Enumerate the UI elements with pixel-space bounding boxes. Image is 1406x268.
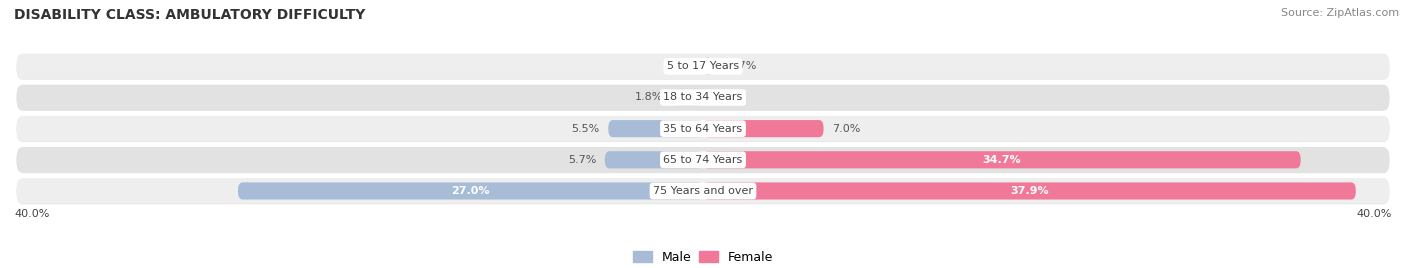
FancyBboxPatch shape: [609, 120, 703, 137]
FancyBboxPatch shape: [703, 151, 1301, 168]
FancyBboxPatch shape: [17, 116, 1389, 142]
Text: 0.0%: 0.0%: [711, 92, 740, 102]
Legend: Male, Female: Male, Female: [633, 251, 773, 264]
Text: 40.0%: 40.0%: [14, 209, 49, 219]
FancyBboxPatch shape: [703, 120, 824, 137]
Text: 40.0%: 40.0%: [1357, 209, 1392, 219]
Text: 18 to 34 Years: 18 to 34 Years: [664, 92, 742, 102]
Text: 5 to 17 Years: 5 to 17 Years: [666, 61, 740, 71]
FancyBboxPatch shape: [17, 85, 1389, 111]
FancyBboxPatch shape: [17, 148, 1389, 173]
FancyBboxPatch shape: [17, 85, 1389, 110]
Text: 34.7%: 34.7%: [983, 155, 1021, 165]
FancyBboxPatch shape: [703, 183, 1355, 200]
Text: 7.0%: 7.0%: [832, 124, 860, 134]
Text: 0.0%: 0.0%: [666, 61, 695, 71]
Text: 27.0%: 27.0%: [451, 186, 489, 196]
FancyBboxPatch shape: [672, 89, 703, 106]
Text: 0.57%: 0.57%: [721, 61, 756, 71]
FancyBboxPatch shape: [17, 117, 1389, 142]
Text: 75 Years and over: 75 Years and over: [652, 186, 754, 196]
FancyBboxPatch shape: [238, 183, 703, 200]
Text: DISABILITY CLASS: AMBULATORY DIFFICULTY: DISABILITY CLASS: AMBULATORY DIFFICULTY: [14, 8, 366, 22]
Text: 65 to 74 Years: 65 to 74 Years: [664, 155, 742, 165]
FancyBboxPatch shape: [17, 179, 1389, 204]
FancyBboxPatch shape: [17, 147, 1389, 173]
Text: 5.5%: 5.5%: [571, 124, 599, 134]
FancyBboxPatch shape: [703, 58, 713, 75]
FancyBboxPatch shape: [17, 54, 1389, 79]
Text: Source: ZipAtlas.com: Source: ZipAtlas.com: [1281, 8, 1399, 18]
Text: 35 to 64 Years: 35 to 64 Years: [664, 124, 742, 134]
FancyBboxPatch shape: [17, 54, 1389, 80]
FancyBboxPatch shape: [17, 178, 1389, 204]
FancyBboxPatch shape: [605, 151, 703, 168]
Text: 1.8%: 1.8%: [636, 92, 664, 102]
Text: 37.9%: 37.9%: [1010, 186, 1049, 196]
Text: 5.7%: 5.7%: [568, 155, 596, 165]
